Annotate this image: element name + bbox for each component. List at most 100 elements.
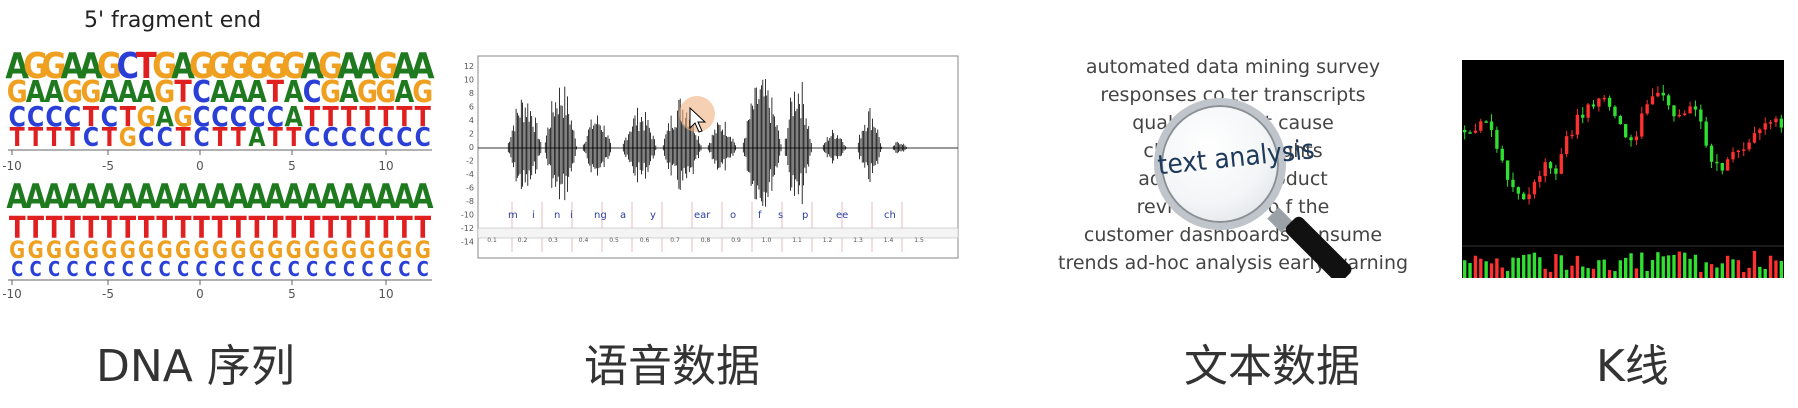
dna-letter: T bbox=[268, 122, 284, 152]
dna-letter: T bbox=[286, 122, 302, 152]
dna-letter: C bbox=[214, 259, 226, 282]
dna-letter: C bbox=[415, 122, 431, 152]
caption-dna: DNA 序列 bbox=[96, 341, 295, 392]
dna-letter: G bbox=[28, 237, 44, 264]
dna-letter: G bbox=[138, 237, 154, 264]
volume-bar bbox=[1607, 270, 1612, 278]
volume-bar bbox=[1672, 254, 1676, 278]
time-axis bbox=[477, 227, 959, 239]
y-tick-label: 0 bbox=[469, 143, 474, 152]
dna-letter: C bbox=[30, 259, 42, 282]
candle-body bbox=[1736, 150, 1741, 153]
dna-letter: A bbox=[172, 177, 194, 216]
dna-letter: A bbox=[265, 177, 287, 216]
volume-bar bbox=[1763, 268, 1767, 278]
phoneme-label: p bbox=[802, 210, 808, 221]
candle-body bbox=[1532, 181, 1537, 195]
dna-letter: G bbox=[7, 74, 28, 110]
y-tick-label: 2 bbox=[469, 130, 474, 139]
candle-body bbox=[1597, 98, 1601, 107]
dna-letter: T bbox=[359, 101, 375, 133]
candle-body bbox=[1640, 113, 1644, 137]
volume-bar bbox=[1645, 271, 1649, 278]
candle-body bbox=[1559, 154, 1563, 174]
dna-letter: T bbox=[396, 212, 413, 246]
dna-letter: C bbox=[343, 259, 355, 282]
candle-body bbox=[1581, 114, 1585, 118]
volume-bar bbox=[1559, 255, 1563, 278]
dna-letter: G bbox=[263, 45, 288, 87]
x-tick-label: 0.5 bbox=[609, 237, 619, 244]
dna-letter: C bbox=[269, 259, 281, 282]
volume-bar bbox=[1629, 253, 1633, 278]
phoneme-label: o bbox=[730, 210, 736, 221]
candle-body bbox=[1548, 162, 1553, 169]
volume-bar bbox=[1731, 259, 1735, 278]
dna-letter: A bbox=[136, 74, 156, 110]
y-tick-label: 8 bbox=[469, 89, 474, 98]
y-tick-label: -8 bbox=[466, 197, 474, 206]
dna-letter: C bbox=[267, 101, 284, 133]
dna-letter: A bbox=[210, 74, 230, 110]
dna-letter: G bbox=[23, 45, 48, 87]
dna-letter: G bbox=[62, 74, 83, 110]
dna-letter: T bbox=[212, 122, 228, 152]
x-tick-label: 1.5 bbox=[914, 237, 924, 244]
candle-body bbox=[1683, 113, 1687, 115]
dna-letter: G bbox=[80, 74, 101, 110]
dna-letter: C bbox=[230, 101, 247, 133]
dna-letter: C bbox=[85, 259, 97, 282]
speech-waveform-panel: 12 10 8 6 4 2 0 -2 -4 -6 -8 -10 -12 -14 m i n i ng a y ear o f s… bbox=[452, 52, 962, 280]
candle-body bbox=[1715, 161, 1719, 164]
dna-letter: G bbox=[281, 45, 306, 87]
dna-fragment-title: 5' fragment end bbox=[84, 8, 262, 33]
volume-bar bbox=[1661, 256, 1665, 278]
candle-body bbox=[1720, 163, 1724, 171]
dna-letter: C bbox=[193, 122, 209, 152]
candle-body bbox=[1613, 106, 1617, 117]
dna-tick-label: 5 bbox=[288, 159, 296, 173]
dna-letter: C bbox=[359, 122, 375, 152]
phoneme-label: a bbox=[620, 210, 626, 221]
candle-body bbox=[1656, 92, 1660, 97]
candle-body bbox=[1586, 104, 1590, 118]
dna-tick-label: 5 bbox=[288, 287, 296, 300]
dna-letter: A bbox=[44, 74, 64, 110]
text-word-cloud-panel: automated data mining survey responses c… bbox=[1058, 52, 1408, 278]
x-tick-label: 0.6 bbox=[640, 237, 650, 244]
dna-letter: A bbox=[6, 177, 28, 216]
volume-bar bbox=[1586, 268, 1590, 278]
volume-bar bbox=[1564, 269, 1569, 278]
dna-tick-label: 10 bbox=[378, 159, 393, 173]
candle-body bbox=[1511, 179, 1515, 188]
candle-body bbox=[1607, 97, 1612, 107]
mouse-cursor-icon bbox=[689, 106, 707, 133]
dna-letter: T bbox=[10, 122, 26, 152]
dna-letter: G bbox=[175, 237, 191, 264]
candle-body bbox=[1768, 122, 1773, 124]
candle-body bbox=[1602, 97, 1606, 100]
dna-letter: A bbox=[246, 177, 268, 216]
volume-bar bbox=[1463, 260, 1467, 278]
dna-letter: A bbox=[356, 45, 380, 87]
dna-letter: G bbox=[207, 45, 232, 87]
candle-body bbox=[1763, 123, 1767, 130]
candle-body bbox=[1747, 142, 1751, 150]
volume-bar bbox=[1774, 260, 1778, 278]
dna-letter: T bbox=[267, 212, 284, 246]
candle-body bbox=[1645, 104, 1649, 114]
candle-body bbox=[1672, 105, 1676, 117]
dna-letter: T bbox=[136, 45, 157, 87]
volume-bar bbox=[1709, 264, 1714, 278]
phoneme-label: i bbox=[570, 210, 573, 221]
phoneme-label: n bbox=[554, 210, 560, 221]
phoneme-label: s bbox=[778, 210, 783, 221]
dna-letter: A bbox=[61, 45, 85, 87]
dna-letter: C bbox=[211, 101, 228, 133]
x-tick-label: 1.2 bbox=[823, 237, 833, 244]
candle-body bbox=[1538, 176, 1542, 182]
volume-bar bbox=[1720, 263, 1724, 278]
dna-letter: G bbox=[152, 45, 177, 87]
dna-letter: A bbox=[228, 177, 250, 216]
volume-bar bbox=[1715, 267, 1719, 278]
